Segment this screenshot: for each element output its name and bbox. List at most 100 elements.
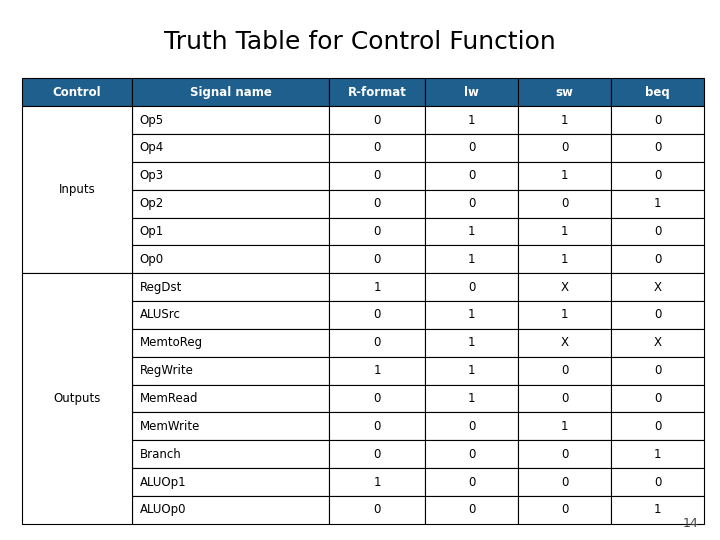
Bar	[132, 134, 329, 162]
Text: 0: 0	[374, 197, 381, 210]
Text: Signal name: Signal name	[189, 86, 271, 99]
Bar	[132, 162, 329, 190]
Bar	[611, 384, 704, 413]
Text: MemtoReg: MemtoReg	[140, 336, 203, 349]
Bar	[329, 413, 426, 440]
Bar	[611, 106, 704, 134]
Text: 0: 0	[374, 113, 381, 126]
Text: 0: 0	[374, 448, 381, 461]
Bar	[518, 496, 611, 524]
Bar	[426, 357, 518, 384]
Text: 0: 0	[561, 364, 569, 377]
Text: Op0: Op0	[140, 253, 163, 266]
Text: 14: 14	[683, 517, 698, 530]
Text: sw: sw	[556, 86, 574, 99]
Bar	[132, 218, 329, 245]
Bar	[518, 134, 611, 162]
Bar	[611, 468, 704, 496]
Bar	[518, 245, 611, 273]
Bar	[329, 106, 426, 134]
Bar	[518, 190, 611, 218]
Text: 0: 0	[654, 141, 662, 154]
Text: 1: 1	[654, 503, 662, 516]
Text: 0: 0	[654, 308, 662, 321]
Text: 0: 0	[654, 169, 662, 183]
Bar	[518, 357, 611, 384]
Text: 0: 0	[468, 281, 476, 294]
Bar	[426, 384, 518, 413]
Text: ALUSrc: ALUSrc	[140, 308, 181, 321]
Text: X: X	[561, 336, 569, 349]
Text: 0: 0	[468, 503, 476, 516]
Text: 0: 0	[654, 420, 662, 433]
Bar	[426, 218, 518, 245]
Text: 1: 1	[561, 225, 569, 238]
Bar	[611, 134, 704, 162]
Text: 0: 0	[374, 141, 381, 154]
Bar	[611, 218, 704, 245]
Text: 0: 0	[561, 141, 569, 154]
Bar	[132, 301, 329, 329]
Bar	[329, 245, 426, 273]
Bar	[426, 162, 518, 190]
Bar	[518, 384, 611, 413]
Bar	[329, 273, 426, 301]
Bar	[22, 78, 132, 106]
Bar	[611, 357, 704, 384]
Text: Inputs: Inputs	[58, 183, 95, 196]
Text: Outputs: Outputs	[53, 392, 101, 405]
Bar	[426, 106, 518, 134]
Text: Op3: Op3	[140, 169, 163, 183]
Text: RegDst: RegDst	[140, 281, 182, 294]
Bar	[426, 440, 518, 468]
Text: 1: 1	[468, 308, 476, 321]
Bar	[611, 78, 704, 106]
Text: 1: 1	[468, 392, 476, 405]
Text: lw: lw	[464, 86, 480, 99]
Bar	[518, 301, 611, 329]
Text: X: X	[561, 281, 569, 294]
Text: 0: 0	[374, 225, 381, 238]
Text: 1: 1	[374, 476, 381, 489]
Bar	[611, 245, 704, 273]
Bar	[426, 78, 518, 106]
Text: 0: 0	[374, 336, 381, 349]
Text: Truth Table for Control Function: Truth Table for Control Function	[164, 30, 556, 53]
Bar	[518, 162, 611, 190]
Bar	[611, 162, 704, 190]
Text: 0: 0	[468, 197, 476, 210]
Text: X: X	[654, 336, 662, 349]
Text: 0: 0	[374, 503, 381, 516]
Text: 0: 0	[654, 364, 662, 377]
Bar	[132, 106, 329, 134]
Text: 0: 0	[654, 392, 662, 405]
Text: 1: 1	[561, 169, 569, 183]
Bar	[132, 413, 329, 440]
Bar	[611, 329, 704, 357]
Text: 1: 1	[654, 448, 662, 461]
Bar	[132, 440, 329, 468]
Bar	[132, 78, 329, 106]
Text: R-format: R-format	[348, 86, 407, 99]
Bar	[329, 329, 426, 357]
Text: 1: 1	[561, 113, 569, 126]
Text: 0: 0	[468, 169, 476, 183]
Bar	[518, 468, 611, 496]
Bar	[132, 468, 329, 496]
Bar	[132, 190, 329, 218]
Bar	[329, 190, 426, 218]
Bar	[329, 496, 426, 524]
Text: 0: 0	[374, 392, 381, 405]
Bar	[132, 357, 329, 384]
Bar	[132, 384, 329, 413]
Text: 0: 0	[654, 476, 662, 489]
Bar	[518, 440, 611, 468]
Text: Op2: Op2	[140, 197, 164, 210]
Text: 0: 0	[561, 392, 569, 405]
Text: RegWrite: RegWrite	[140, 364, 194, 377]
Text: 0: 0	[374, 253, 381, 266]
Bar	[611, 273, 704, 301]
Bar	[611, 301, 704, 329]
Bar	[518, 78, 611, 106]
Text: 1: 1	[561, 420, 569, 433]
